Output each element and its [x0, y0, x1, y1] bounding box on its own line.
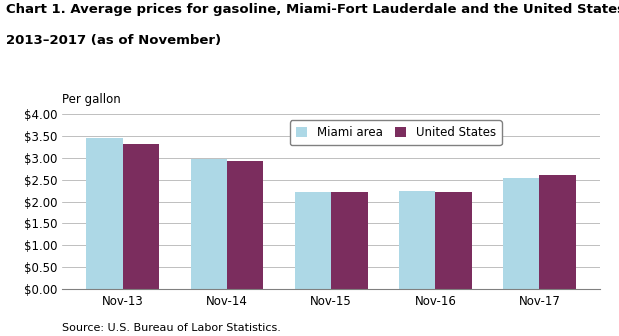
Text: Source: U.S. Bureau of Labor Statistics.: Source: U.S. Bureau of Labor Statistics. — [62, 323, 281, 333]
Bar — [540, 175, 576, 289]
Bar — [227, 161, 264, 289]
Bar — [123, 144, 159, 289]
Bar — [87, 138, 123, 289]
Bar — [331, 192, 368, 289]
Text: Chart 1. Average prices for gasoline, Miami-Fort Lauderdale and the United State: Chart 1. Average prices for gasoline, Mi… — [6, 3, 619, 16]
Bar — [295, 192, 331, 289]
Bar — [399, 191, 435, 289]
Legend: Miami area, United States: Miami area, United States — [290, 120, 502, 145]
Text: Per gallon: Per gallon — [62, 93, 121, 106]
Text: 2013–2017 (as of November): 2013–2017 (as of November) — [6, 34, 222, 47]
Bar — [191, 159, 227, 289]
Bar — [503, 178, 540, 289]
Bar — [435, 192, 472, 289]
